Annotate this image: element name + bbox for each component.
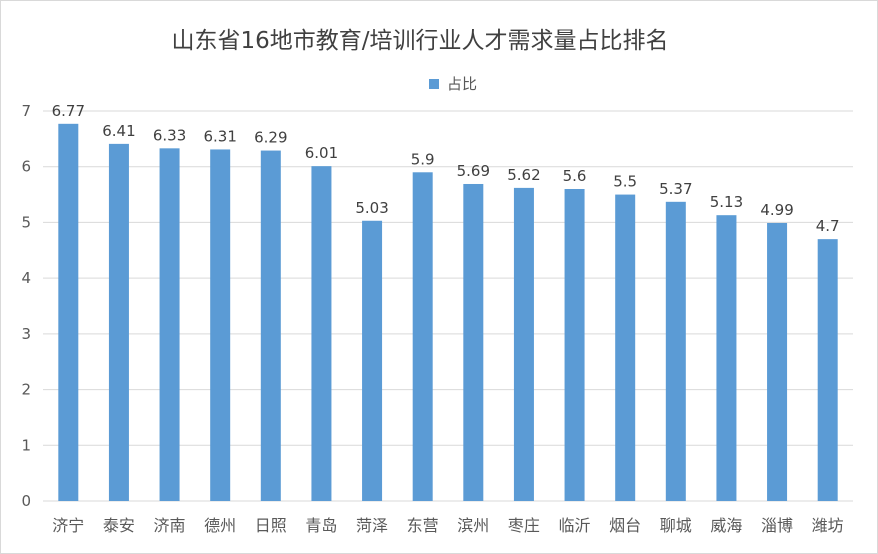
- y-tick-label: 5: [21, 213, 31, 231]
- bar: [716, 215, 737, 501]
- data-label: 5.9: [411, 150, 435, 168]
- x-tick-label: 青岛: [305, 516, 337, 535]
- data-label: 6.29: [254, 129, 287, 147]
- data-label: 5.37: [659, 180, 692, 198]
- data-label: 6.01: [305, 144, 338, 162]
- x-tick-label: 潍坊: [812, 516, 844, 535]
- data-label: 5.13: [710, 193, 743, 211]
- data-label: 5.03: [355, 199, 388, 217]
- x-tick-label: 枣庄: [508, 516, 540, 535]
- bar: [260, 150, 281, 502]
- y-tick-label: 7: [21, 102, 31, 120]
- x-tick-label: 威海: [710, 516, 742, 535]
- legend-swatch: [429, 78, 439, 89]
- x-tick-label: 济南: [154, 516, 186, 535]
- data-label: 5.6: [563, 167, 587, 185]
- x-tick-label: 菏泽: [356, 516, 388, 535]
- x-tick-label: 泰安: [103, 516, 135, 535]
- x-tick-label: 济宁: [52, 516, 84, 535]
- bar: [362, 220, 383, 501]
- data-label: 6.77: [52, 102, 85, 120]
- x-tick-label: 聊城: [660, 516, 692, 535]
- bar: [767, 222, 788, 501]
- data-label: 5.62: [507, 166, 540, 184]
- legend-label: 占比: [447, 75, 478, 93]
- y-tick-label: 0: [21, 492, 31, 510]
- bar: [463, 183, 484, 501]
- data-label: 4.99: [760, 201, 793, 219]
- bar: [665, 201, 686, 502]
- data-label: 6.41: [102, 122, 135, 140]
- y-tick-label: 4: [21, 269, 31, 287]
- x-tick-label: 德州: [204, 516, 236, 535]
- data-label: 6.31: [203, 127, 236, 145]
- chart-title: 山东省16地市教育/培训行业人才需求量占比排名: [171, 28, 669, 54]
- bar: [58, 123, 79, 502]
- bar: [817, 239, 838, 501]
- x-tick-label: 日照: [255, 516, 287, 535]
- bar: [513, 187, 534, 501]
- bar: [210, 149, 231, 501]
- y-tick-label: 6: [21, 158, 31, 176]
- data-label: 5.69: [457, 162, 490, 180]
- x-tick-label: 东营: [407, 516, 439, 535]
- data-label: 6.33: [153, 126, 186, 144]
- x-tick-label: 滨州: [457, 516, 489, 535]
- data-label: 4.7: [816, 217, 840, 235]
- y-tick-label: 3: [21, 325, 31, 343]
- y-tick-label: 1: [21, 436, 31, 454]
- bar: [564, 189, 585, 501]
- data-label: 5.5: [613, 173, 637, 191]
- x-tick-label: 烟台: [609, 516, 641, 535]
- x-tick-label: 临沂: [559, 516, 591, 535]
- legend: 占比: [429, 73, 477, 94]
- x-tick-label: 淄博: [761, 516, 793, 535]
- bar: [412, 172, 433, 502]
- bar: [159, 148, 180, 502]
- bar: [311, 166, 332, 501]
- bar: [615, 194, 636, 502]
- bar: [108, 143, 129, 501]
- y-tick-label: 2: [21, 381, 31, 399]
